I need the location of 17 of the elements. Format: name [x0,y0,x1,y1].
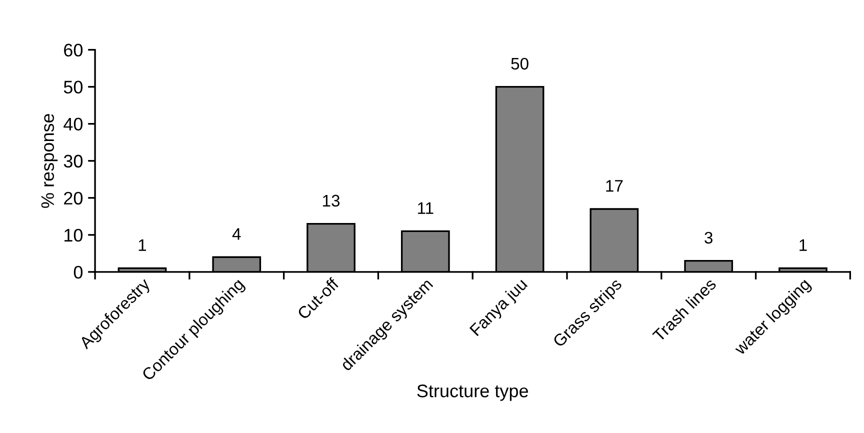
y-tick-label: 40 [64,118,83,131]
data-label: 3 [704,232,712,244]
y-axis-title: % response [41,114,58,208]
data-label: 4 [232,228,241,240]
data-label: 1 [138,239,146,251]
y-tick-label: 50 [64,80,83,94]
y-tick-label: 60 [64,44,83,57]
y-tick-label: 30 [64,154,83,168]
y-tick-label: 0 [74,266,83,279]
y-tick-label: 20 [64,192,83,205]
y-tick-label: 10 [64,228,83,242]
x-axis-title: Structure type [417,384,528,401]
data-label: 1 [800,239,807,251]
data-label: 17 [606,180,623,192]
data-label: 11 [418,202,434,214]
data-label: 13 [323,194,340,207]
data-label: 50 [511,58,528,70]
